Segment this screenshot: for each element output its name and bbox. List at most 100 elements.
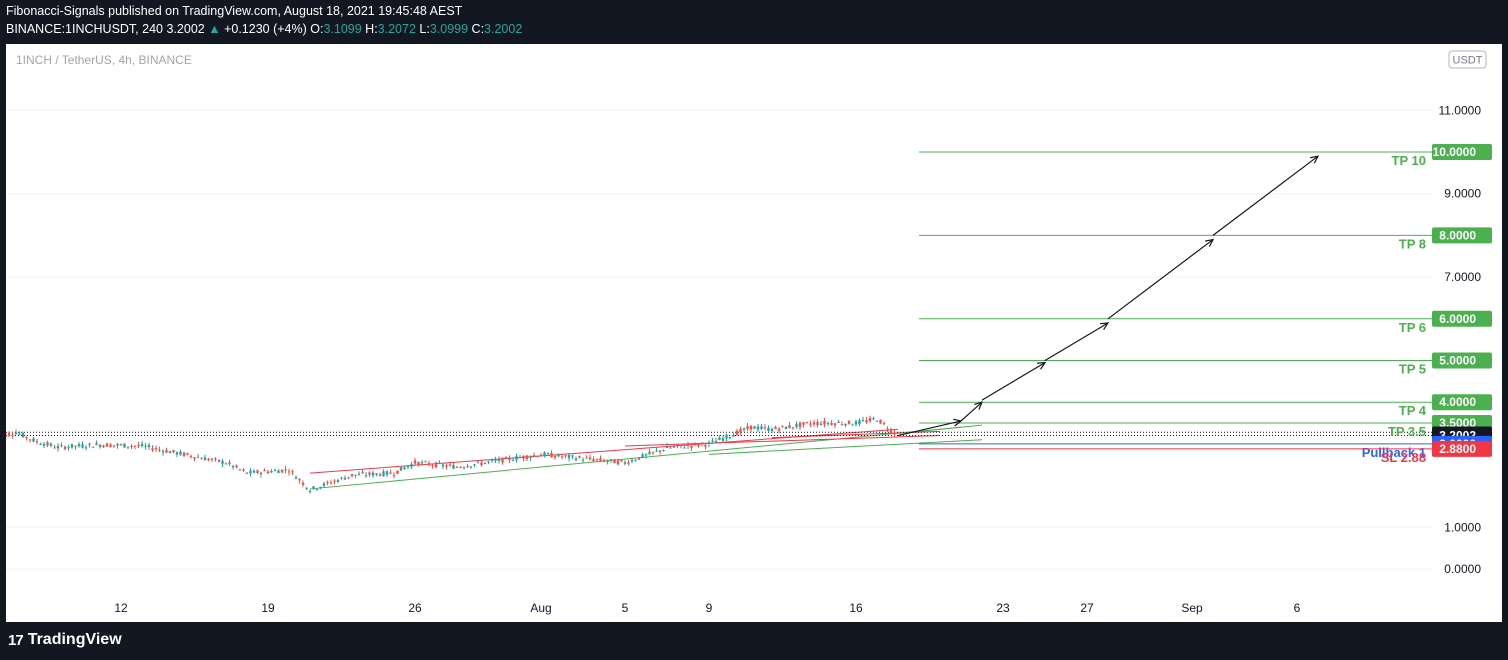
price-label-box — [1432, 394, 1492, 411]
candle-body — [459, 467, 462, 469]
projection-arrow[interactable] — [1044, 322, 1109, 362]
candle-body — [39, 444, 42, 446]
x-tick-label: 12 — [114, 601, 128, 615]
candle-body — [763, 427, 767, 429]
candle-body — [417, 461, 420, 466]
candle-body — [242, 469, 245, 471]
level-label: SL 2.88 — [1381, 450, 1426, 465]
candle-body — [536, 455, 539, 457]
candle-body — [368, 472, 371, 475]
candle-body — [140, 443, 144, 447]
candle-body — [151, 448, 154, 451]
footer-brand[interactable]: 17 TradingView — [8, 631, 122, 649]
candle-body — [441, 464, 445, 467]
candle-body — [277, 470, 280, 474]
candle-body — [70, 444, 74, 448]
candle-body — [676, 444, 679, 447]
candle-body — [154, 448, 158, 450]
candle-body — [438, 462, 441, 464]
projection-arrow[interactable] — [1212, 155, 1319, 236]
candle-body — [249, 470, 252, 474]
candle-body — [364, 475, 368, 477]
candle-body — [809, 423, 812, 425]
candle-body — [116, 444, 119, 446]
candle-body — [770, 428, 774, 432]
x-tick-label: 19 — [261, 601, 275, 615]
candle-body — [200, 458, 203, 460]
candle-body — [420, 462, 424, 464]
candle-body — [291, 471, 294, 473]
candle-body — [252, 470, 256, 473]
projection-arrow[interactable] — [1107, 239, 1214, 320]
candle-body — [270, 471, 273, 473]
x-tick-label: Sep — [1181, 601, 1203, 615]
candle-body — [560, 456, 564, 458]
candle-body — [728, 436, 732, 438]
projection-arrow[interactable] — [897, 420, 962, 437]
candle-body — [725, 434, 728, 439]
candle-body — [413, 460, 417, 464]
candle-body — [886, 428, 889, 430]
projection-arrow[interactable] — [981, 362, 1046, 401]
trend-line[interactable] — [624, 435, 941, 447]
candle-body — [32, 438, 35, 442]
candle-body — [434, 462, 438, 468]
candle-body — [774, 426, 777, 429]
candle-body — [305, 487, 308, 489]
candle-body — [392, 474, 396, 476]
candle-body — [641, 454, 644, 458]
candle-body — [298, 479, 301, 481]
candle-body — [214, 458, 217, 460]
price-chart[interactable]: 1INCH / TetherUS, 4h, BINANCE USDT TP 10… — [0, 44, 1502, 622]
candle-body — [4, 434, 7, 438]
candle-body — [256, 470, 259, 474]
candle-body — [742, 428, 746, 430]
candle-body — [196, 456, 200, 458]
y-tick-label: 1.0000 — [1444, 520, 1481, 534]
candle-body — [406, 466, 410, 468]
candle-body — [67, 447, 70, 449]
chart-panel[interactable]: 1INCH / TetherUS, 4h, BINANCE USDT TP 10… — [0, 44, 1502, 622]
candle-body — [637, 457, 641, 460]
candle-body — [319, 486, 322, 489]
candle-body — [427, 463, 431, 466]
trend-line[interactable] — [708, 439, 983, 455]
candle-body — [623, 462, 627, 464]
candle-body — [228, 462, 231, 464]
candle-body — [350, 474, 354, 477]
tradingview-logo-icon: 17 — [8, 631, 24, 649]
price-label: 10.0000 — [1433, 145, 1477, 159]
candle-body — [161, 450, 165, 453]
candle-body — [238, 469, 242, 471]
projection-arrow[interactable] — [960, 401, 983, 422]
candle-body — [455, 466, 459, 468]
candle-body — [378, 474, 382, 476]
candle-body — [511, 459, 515, 461]
candle-body — [74, 445, 77, 447]
price-label-box — [1432, 440, 1492, 457]
candle-body — [315, 489, 319, 491]
trend-line[interactable] — [309, 426, 962, 490]
candle-body — [263, 470, 266, 472]
candle-body — [760, 426, 763, 430]
low-value: 3.0999 — [429, 22, 469, 36]
candle-body — [648, 451, 651, 455]
candle-body — [347, 476, 350, 478]
candle-body — [175, 452, 179, 455]
candle-body — [221, 460, 224, 464]
candle-body — [168, 451, 172, 454]
candle-body — [578, 456, 581, 458]
y-tick-label: 9.0000 — [1444, 187, 1481, 201]
candle-body — [634, 460, 637, 462]
level-label: TP 5 — [1399, 362, 1426, 377]
candle-body — [403, 467, 406, 470]
level-label: TP 4 — [1399, 403, 1427, 418]
candle-body — [448, 464, 452, 466]
candle-body — [382, 471, 385, 477]
candle-body — [144, 445, 147, 447]
currency-badge[interactable]: USDT — [1448, 50, 1487, 69]
candle-body — [84, 447, 88, 449]
candle-body — [280, 469, 284, 473]
candle-body — [340, 477, 343, 479]
x-tick-label: 6 — [1294, 601, 1301, 615]
